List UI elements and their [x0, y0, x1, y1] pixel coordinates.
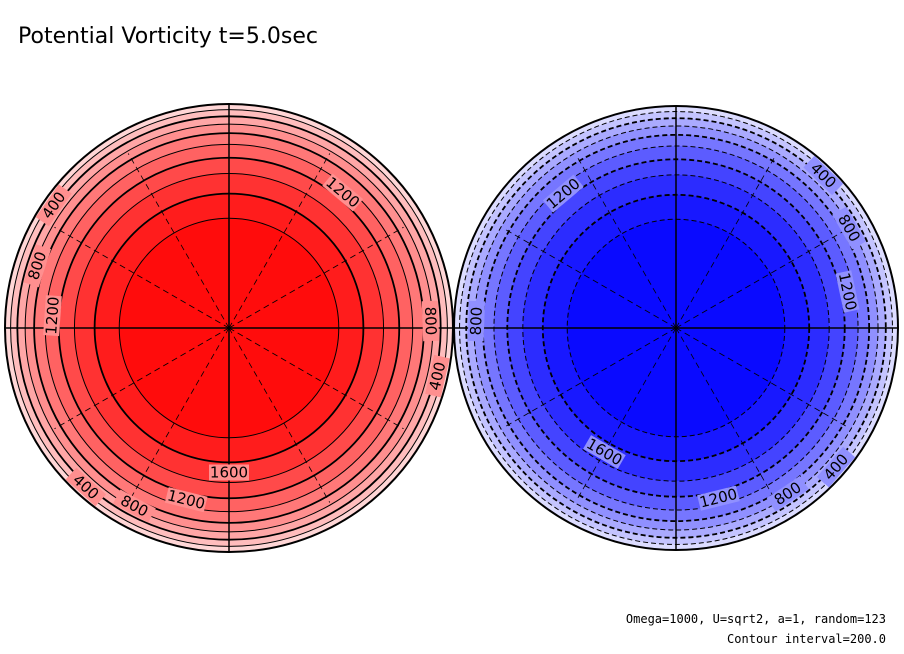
contour-label-background — [816, 446, 856, 488]
contour-label-background — [322, 173, 364, 212]
contour-label-background — [832, 206, 866, 250]
contour-label: 1200 — [42, 296, 63, 335]
contour-label-background — [542, 174, 584, 213]
meridian-gridline — [54, 327, 230, 430]
meridian-gridline — [127, 153, 230, 329]
contour-label: 400 — [425, 360, 449, 392]
contour-label-background — [112, 489, 156, 523]
contour-interval-annotation: Contour interval=200.0 — [727, 632, 886, 646]
meridian-gridline — [127, 327, 230, 503]
contour-label-background — [23, 244, 52, 288]
meridian-gridline — [502, 227, 677, 329]
meridian-gridline — [675, 327, 777, 502]
contour-label-background — [43, 295, 62, 337]
meridian-gridline — [675, 227, 850, 329]
contour-label-background — [65, 467, 107, 507]
contour-label-background — [421, 300, 440, 342]
contour-label-background — [583, 435, 626, 469]
meridian-gridline — [228, 153, 331, 329]
chart-title: Potential Vorticity t=5.0sec — [18, 24, 318, 49]
contour-label-background — [697, 485, 740, 511]
plot-boundary — [453, 105, 899, 551]
meridian-gridline — [575, 154, 677, 329]
meridian-gridline — [228, 327, 404, 430]
meridian-gridline — [575, 327, 677, 502]
contour-label: 800 — [467, 306, 486, 335]
contour-label: 1600 — [210, 463, 248, 481]
meridian-gridline — [54, 226, 230, 329]
contour-label-background — [35, 184, 72, 227]
contour-label-background — [803, 155, 844, 196]
meridian-gridline — [228, 226, 404, 329]
contour-label-background — [467, 300, 486, 342]
contour-label-background — [209, 464, 249, 481]
meridian-gridline — [675, 154, 777, 329]
parameters-annotation: Omega=1000, U=sqrt2, a=1, random=123 — [625, 612, 886, 626]
meridian-gridline — [228, 327, 331, 503]
contour-label-background — [164, 487, 208, 513]
contour-label-background — [766, 475, 809, 512]
meridian-gridline — [502, 327, 677, 429]
contour-label-background — [835, 270, 860, 313]
meridian-gridline — [675, 327, 850, 429]
contour-label-background — [425, 354, 450, 398]
contour-label: 800 — [421, 306, 440, 335]
